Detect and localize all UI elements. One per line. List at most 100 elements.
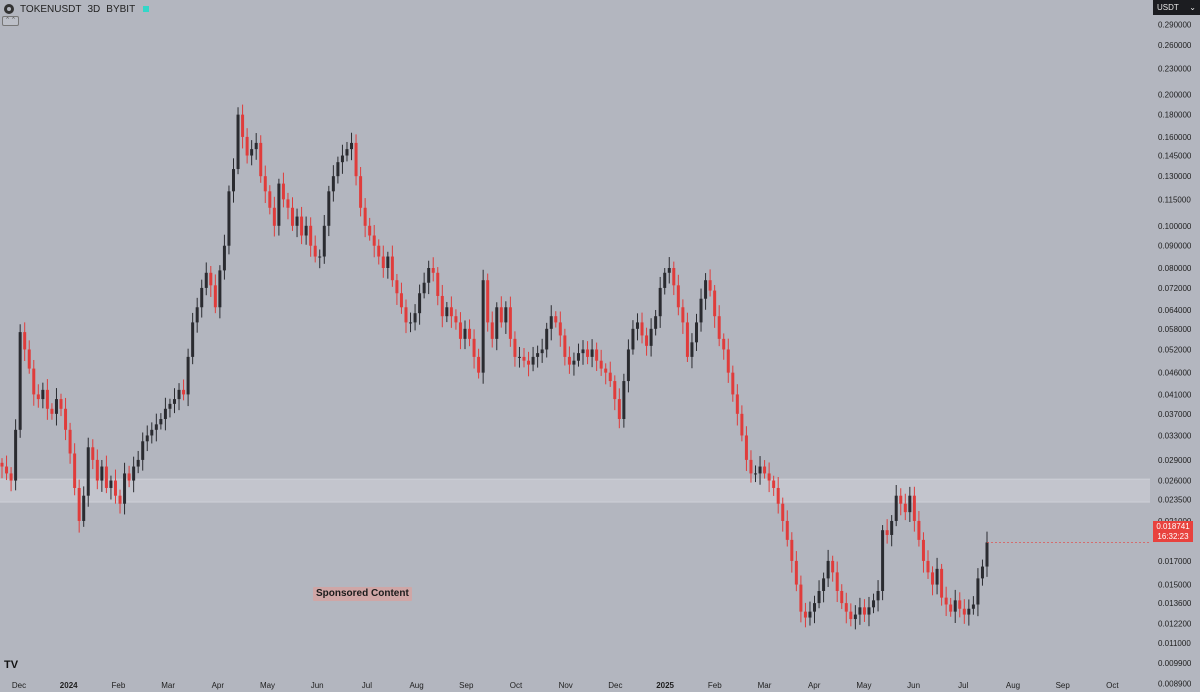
candle xyxy=(191,312,195,365)
price-axis[interactable]: 0.3200000.2900000.2600000.2300000.200000… xyxy=(1158,2,1192,688)
candle-body xyxy=(477,356,481,373)
candle-body xyxy=(486,280,490,323)
candle xyxy=(872,593,876,614)
interval-label[interactable]: 3D xyxy=(87,3,101,15)
chevron-down-icon: ⌄ xyxy=(1189,3,1196,12)
candle xyxy=(563,328,567,366)
candle-body xyxy=(354,142,358,177)
collapse-indicators-button[interactable]: ⌃⌃ xyxy=(2,16,19,26)
time-tick-label: Jun xyxy=(907,681,920,690)
candle xyxy=(781,497,785,532)
time-axis[interactable]: Dec 2024 Feb Mar Apr May Jun Jul Aug Sep Oct Nov Dec… xyxy=(12,681,1120,690)
candle xyxy=(413,304,417,331)
candle xyxy=(976,568,980,617)
candle-body xyxy=(340,155,344,163)
candle xyxy=(885,519,889,544)
candle-body xyxy=(141,441,145,460)
candle-body xyxy=(499,307,503,323)
candle xyxy=(985,531,989,577)
symbol-label[interactable]: TOKENUSDT xyxy=(20,3,82,15)
candle xyxy=(849,603,853,627)
candle-body xyxy=(191,322,195,357)
candle-body xyxy=(921,539,925,561)
candle xyxy=(136,450,140,474)
candle-body xyxy=(799,584,803,612)
candle xyxy=(123,462,127,515)
candle-body xyxy=(917,520,921,540)
time-tick-label: Oct xyxy=(1106,681,1119,690)
candle xyxy=(822,572,826,603)
candle xyxy=(726,338,730,383)
candle-body xyxy=(858,607,862,615)
candle-body xyxy=(104,466,108,488)
candle xyxy=(409,312,413,333)
candle-body xyxy=(840,590,844,604)
candle-body xyxy=(744,435,748,460)
candle xyxy=(980,559,984,586)
candle xyxy=(454,309,458,330)
candle xyxy=(100,459,104,492)
candle xyxy=(917,511,921,547)
candle xyxy=(27,340,31,374)
candle-body xyxy=(676,285,680,308)
candle-body xyxy=(472,338,476,357)
candle xyxy=(599,349,603,376)
candle xyxy=(576,343,580,367)
candle xyxy=(862,599,866,622)
candle xyxy=(86,437,90,507)
candle-body xyxy=(145,435,149,442)
candle-body xyxy=(41,389,45,400)
candle xyxy=(449,296,453,328)
candle xyxy=(304,216,308,245)
candle xyxy=(631,320,635,355)
time-tick-label: Jun xyxy=(311,681,324,690)
candle xyxy=(903,493,907,521)
candle-body xyxy=(291,207,295,226)
time-tick-label: Sep xyxy=(459,681,474,690)
candle-body xyxy=(32,368,36,395)
candle xyxy=(422,272,426,299)
candle-body xyxy=(622,381,626,420)
price-tick-label: 0.100000 xyxy=(1158,222,1192,231)
price-tick-label: 0.033000 xyxy=(1158,431,1192,440)
candle xyxy=(826,549,830,587)
candle xyxy=(172,388,176,414)
candle-body xyxy=(681,307,685,323)
candle-body xyxy=(790,539,794,561)
candle xyxy=(486,273,490,332)
candle-body xyxy=(445,307,449,317)
tradingview-logo-icon[interactable]: TV xyxy=(4,659,19,671)
candle xyxy=(967,599,971,626)
candle-body xyxy=(885,530,889,535)
candle xyxy=(840,584,844,610)
candle xyxy=(876,580,880,612)
candle-body xyxy=(77,487,81,521)
candle xyxy=(0,458,4,479)
candle xyxy=(708,269,712,297)
price-tick-label: 0.026000 xyxy=(1158,477,1192,486)
candle-body xyxy=(735,394,739,414)
price-tick-label: 0.052000 xyxy=(1158,345,1192,354)
currency-select[interactable]: USDT ⌄ xyxy=(1153,0,1200,15)
candle xyxy=(690,333,694,369)
candle-body xyxy=(781,503,785,521)
candle-body xyxy=(881,530,885,591)
candle xyxy=(350,132,354,161)
candle-body xyxy=(722,338,726,350)
candle-body xyxy=(540,349,544,354)
candle-body xyxy=(109,480,113,488)
candle xyxy=(177,383,181,411)
candle-body xyxy=(286,199,290,208)
candle-body xyxy=(295,216,299,226)
price-tick-label: 0.160000 xyxy=(1158,133,1192,142)
candle-body xyxy=(844,603,848,612)
candle xyxy=(73,443,77,496)
candle xyxy=(758,456,762,485)
candle xyxy=(504,301,508,334)
candle-body xyxy=(54,399,58,414)
candle xyxy=(654,309,658,336)
candle-body xyxy=(100,466,104,481)
candle-body xyxy=(940,568,944,598)
candle-body xyxy=(508,307,512,339)
